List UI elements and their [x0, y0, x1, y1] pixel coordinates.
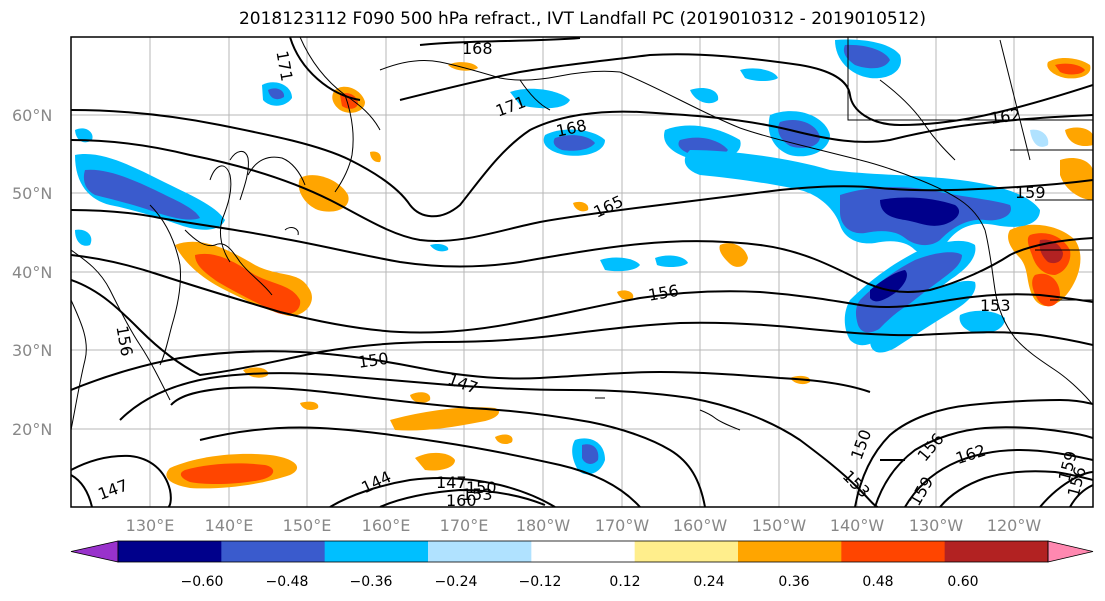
- map-title: 2018123112 F090 500 hPa refract., IVT La…: [238, 9, 926, 29]
- lat-label: 40°N: [12, 263, 52, 282]
- contour-label: 150: [357, 349, 390, 372]
- colorbar-segment: [841, 541, 946, 562]
- lon-label: 180°W: [516, 516, 571, 535]
- lat-label: 20°N: [12, 420, 52, 439]
- lat-label: 50°N: [12, 184, 52, 203]
- contour-label: 162: [989, 105, 1022, 128]
- colorbar-tick-label: −0.48: [266, 574, 309, 590]
- colorbar-tick-label: 0.12: [609, 574, 640, 590]
- map-frame: [70, 36, 1094, 508]
- colorbar-tick-label: −0.12: [519, 574, 562, 590]
- lon-label: 170°W: [595, 516, 650, 535]
- colorbar-segment: [118, 541, 222, 562]
- colorbar-segment: [324, 541, 429, 562]
- colorbar-tick-label: −0.36: [350, 574, 393, 590]
- lon-label: 140°E: [205, 516, 254, 535]
- contour-label: 153: [462, 485, 493, 504]
- negative-anomaly-shading: [75, 39, 1049, 475]
- colorbar-segment: [428, 541, 532, 562]
- lat-label: 30°N: [12, 341, 52, 360]
- contour-label: 147: [436, 473, 467, 492]
- colorbar-extend-high: [1047, 540, 1094, 563]
- lon-label: 160°E: [362, 516, 411, 535]
- lon-label: 170°E: [440, 516, 489, 535]
- colorbar: [70, 540, 1094, 563]
- lon-label: 140°W: [830, 516, 885, 535]
- contour-label: 150: [466, 478, 497, 497]
- colorbar-segment: [738, 541, 842, 562]
- lon-label: 160°W: [673, 516, 728, 535]
- colorbar-tick-label: −0.24: [435, 574, 478, 590]
- colorbar-segment: [221, 541, 326, 562]
- colorbar-outline: [117, 540, 1049, 563]
- colorbar-segment: [531, 541, 636, 562]
- height-contours: [71, 37, 1093, 507]
- colorbar-segment: [634, 541, 739, 562]
- longitude-labels: 130°E 140°E 150°E 160°E 170°E 180°W 170°…: [126, 516, 1042, 535]
- contour-label: 159: [1015, 183, 1046, 202]
- lon-label: 130°E: [126, 516, 175, 535]
- lon-label: 120°W: [987, 516, 1042, 535]
- lat-label: 60°N: [12, 106, 52, 125]
- colorbar-tick-label: 0.60: [947, 574, 978, 590]
- contour-label: 153: [980, 296, 1011, 315]
- colorbar-extend-low: [70, 540, 119, 563]
- colorbar-tick-label: 0.24: [693, 574, 724, 590]
- lon-label: 150°W: [752, 516, 807, 535]
- colorbar-tick-label: −0.60: [181, 574, 224, 590]
- colorbar-segment: [944, 541, 1049, 562]
- latitude-labels: 60°N 50°N 40°N 30°N 20°N: [12, 106, 52, 439]
- colorbar-tick-labels: −0.60 −0.48 −0.36 −0.24 −0.12 0.12 0.24 …: [181, 574, 979, 590]
- contour-label: 168: [462, 39, 493, 58]
- colorbar-tick-label: 0.36: [778, 574, 809, 590]
- lon-label: 130°W: [909, 516, 964, 535]
- lon-label: 150°E: [283, 516, 332, 535]
- colorbar-tick-label: 0.48: [862, 574, 893, 590]
- positive-anomaly-shading: [166, 58, 1093, 489]
- coastlines: [71, 37, 1093, 431]
- contour-label: 160: [446, 491, 477, 510]
